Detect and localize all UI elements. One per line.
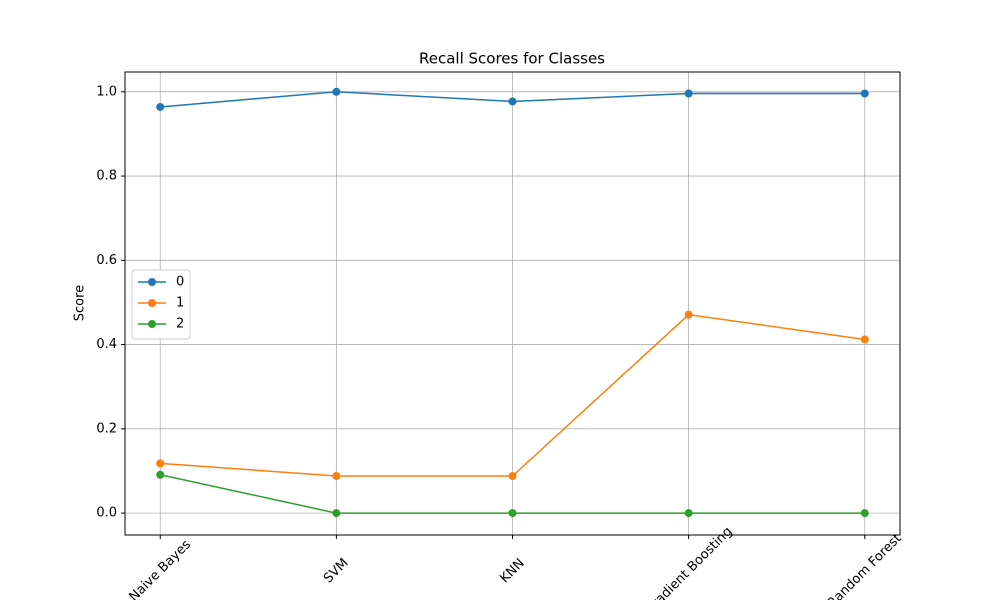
point	[332, 509, 341, 518]
point	[684, 310, 693, 319]
y-tick-label: 0.6	[96, 253, 117, 268]
point	[508, 509, 517, 518]
point	[156, 459, 165, 468]
chart-title: Recall Scores for Classes	[419, 50, 605, 68]
legend-label: 0	[176, 275, 184, 290]
point	[860, 335, 869, 344]
point	[156, 470, 165, 479]
x-tick-label: Naive Bayes	[126, 537, 194, 600]
legend-label: 1	[176, 296, 184, 311]
point	[860, 509, 869, 518]
point	[332, 87, 341, 96]
y-tick-label: 1.0	[96, 84, 117, 99]
plot-frame	[124, 71, 901, 536]
point	[508, 97, 517, 106]
legend-marker	[148, 320, 156, 328]
legend-label: 2	[176, 317, 184, 332]
legend-marker	[148, 299, 156, 307]
y-tick-label: 0.4	[96, 337, 117, 352]
y-axis-label: Score	[73, 285, 88, 321]
point	[508, 472, 517, 481]
y-tick-label: 0.8	[96, 169, 117, 184]
x-tick-label: SVM	[321, 556, 352, 587]
point	[860, 89, 869, 98]
point	[332, 472, 341, 481]
x-tick-label: KNN	[497, 556, 527, 586]
y-tick-label: 0.2	[96, 421, 117, 436]
y-tick-label: 0.0	[96, 506, 117, 521]
point	[684, 509, 693, 518]
x-tick-label: Random Forest	[825, 531, 905, 600]
legend-marker	[148, 278, 156, 286]
legend-box	[131, 269, 191, 340]
point	[684, 89, 693, 98]
point	[156, 102, 165, 111]
